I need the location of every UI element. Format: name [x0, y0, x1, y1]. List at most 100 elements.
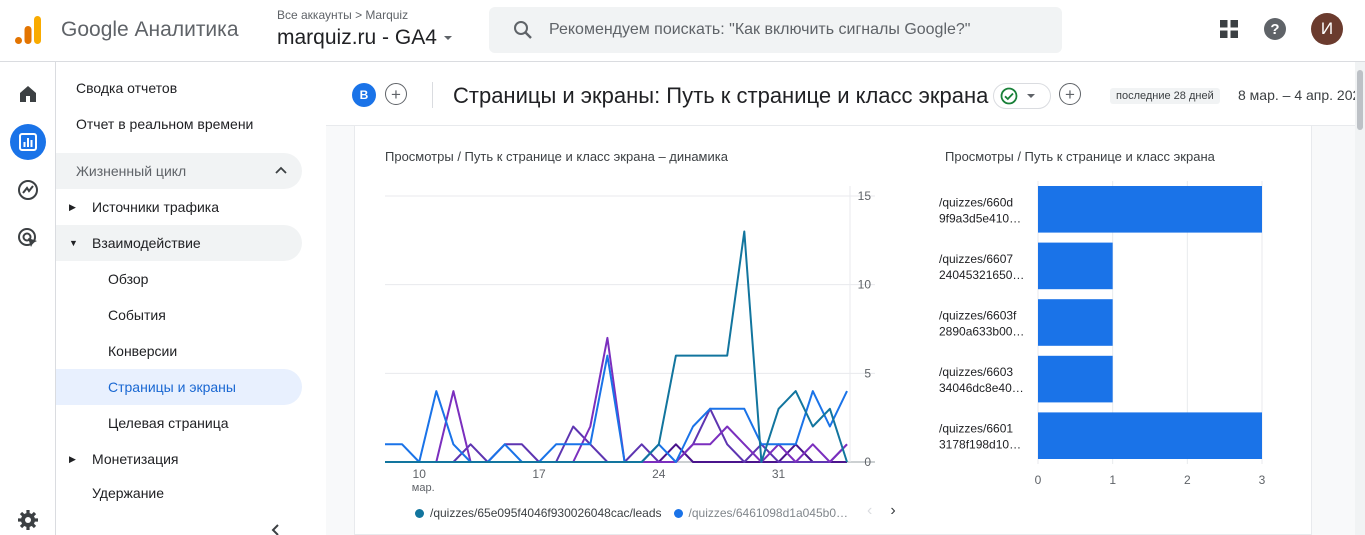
- series-line-1[interactable]: [385, 354, 848, 463]
- nav-label: Взаимодействие: [92, 235, 201, 251]
- report-header: B + Страницы и экраны: Путь к странице и…: [326, 62, 1365, 126]
- charts-card: Просмотры / Путь к странице и класс экра…: [354, 126, 1312, 535]
- y-tick-label: 5: [864, 366, 871, 380]
- bar[interactable]: [1038, 242, 1113, 290]
- series-line-4[interactable]: [385, 443, 847, 463]
- comparison-badge[interactable]: B: [352, 83, 376, 107]
- bar-chart-title: Просмотры / Путь к странице и класс экра…: [945, 149, 1215, 164]
- legend-item[interactable]: /quizzes/6461098d1a045b0…: [673, 506, 848, 520]
- series-line-0[interactable]: [385, 230, 848, 463]
- y-tick-label: 15: [858, 189, 872, 203]
- left-rail: [0, 62, 56, 535]
- series-line-2[interactable]: [385, 336, 848, 463]
- nav-summary[interactable]: Сводка отчетов: [76, 80, 178, 96]
- page-scrollbar[interactable]: [1355, 62, 1365, 535]
- svg-text:?: ?: [1270, 21, 1279, 38]
- legend-next-icon[interactable]: ›: [890, 502, 896, 519]
- nav-events[interactable]: События: [108, 307, 166, 323]
- top-actions: ? И: [1219, 13, 1343, 45]
- bar[interactable]: [1038, 355, 1113, 403]
- avatar[interactable]: И: [1311, 13, 1343, 45]
- explore-button[interactable]: [10, 172, 46, 208]
- top-bar: Google Аналитика Все аккаунты > Marquiz …: [0, 0, 1365, 62]
- nav-engagement[interactable]: ▼ Взаимодействие: [56, 225, 302, 261]
- caret-down-icon: [1027, 94, 1035, 98]
- nav-landing-page[interactable]: Целевая страница: [108, 415, 229, 431]
- home-button[interactable]: [10, 76, 46, 112]
- account-breadcrumb[interactable]: Все аккаунты > Marquiz: [277, 8, 409, 22]
- page-title: Страницы и экраны: Путь к странице и кла…: [453, 83, 989, 108]
- report-status-dropdown[interactable]: [993, 83, 1051, 109]
- nav-acquisition[interactable]: ▶ Источники трафика: [56, 189, 302, 225]
- y-tick-label: 0: [864, 455, 871, 469]
- y-tick-label: 10: [858, 278, 872, 292]
- advertising-button[interactable]: [10, 220, 46, 256]
- caret-down-icon: ▼: [69, 238, 78, 248]
- property-selector[interactable]: marquiz.ru - GA4: [277, 26, 455, 50]
- date-range[interactable]: 8 мар. – 4 апр. 2024: [1238, 87, 1365, 103]
- nav-realtime[interactable]: Отчет в реальном времени: [76, 116, 254, 132]
- legend-prev-icon[interactable]: ‹: [867, 502, 873, 519]
- reports-icon: [19, 133, 37, 151]
- chevron-up-icon: [275, 166, 287, 174]
- category-label: /quizzes/6601 3178f198d10…: [939, 422, 1021, 452]
- legend-dot: [415, 508, 424, 518]
- scrollbar-thumb[interactable]: [1357, 70, 1363, 130]
- check-circle-icon: [1000, 87, 1018, 105]
- legend-label: /quizzes/65e095f4046f930026048cac/leads: [430, 506, 662, 520]
- bar[interactable]: [1038, 299, 1113, 346]
- settings-button[interactable]: [10, 502, 46, 535]
- apps-grid-icon[interactable]: [1219, 19, 1239, 39]
- advertising-icon: [18, 228, 37, 247]
- category-label: /quizzes/6607 24045321650…: [939, 252, 1024, 282]
- x-tick-label: 2: [1184, 473, 1191, 487]
- nav-retention[interactable]: Удержание: [56, 477, 302, 501]
- search-bar[interactable]: Рекомендуем поискать: "Как включить сигн…: [489, 7, 1062, 53]
- x-tick-label-month: мар.: [412, 482, 435, 494]
- home-icon: [20, 86, 36, 102]
- nav-label: Источники трафика: [92, 199, 220, 215]
- bar[interactable]: [1038, 186, 1262, 233]
- series-line-3[interactable]: [385, 407, 848, 463]
- reports-button[interactable]: [10, 124, 46, 160]
- date-preset-label[interactable]: последние 28 дней: [1110, 88, 1220, 104]
- add-report-button[interactable]: +: [1059, 83, 1081, 105]
- help-icon[interactable]: ?: [1263, 17, 1287, 41]
- product-name: Google Аналитика: [61, 18, 239, 41]
- line-chart-legend: /quizzes/65e095f4046f930026048cac/leads …: [415, 506, 848, 520]
- property-name: marquiz.ru - GA4: [277, 26, 437, 49]
- add-comparison-button[interactable]: +: [385, 83, 407, 105]
- bar-chart: 0 1 2 3/quizzes/660d 9f9a3d5e410… /quizzes/66…: [939, 181, 1266, 487]
- legend-pager: ‹ ›: [867, 502, 896, 520]
- nav-monetization[interactable]: ▶ Монетизация: [56, 441, 302, 477]
- category-label: /quizzes/6603 34046dc8e40…: [939, 365, 1024, 395]
- nav-label: Удержание: [92, 485, 165, 501]
- main-content: B + Страницы и экраны: Путь к странице и…: [326, 62, 1365, 535]
- x-tick-label: 24: [652, 467, 666, 481]
- legend-item[interactable]: /quizzes/65e095f4046f930026048cac/leads: [415, 506, 662, 520]
- nav-overview[interactable]: Обзор: [108, 271, 149, 287]
- line-chart-gridlines: [385, 195, 875, 463]
- category-label: /quizzes/660d 9f9a3d5e410…: [939, 195, 1021, 225]
- legend-dot: [673, 508, 683, 518]
- nav-section-label: Жизненный цикл: [76, 163, 187, 179]
- line-chart-title: Просмотры / Путь к странице и класс экра…: [385, 149, 728, 164]
- search-icon: [514, 21, 532, 39]
- x-tick-label: 10: [413, 467, 427, 481]
- nav-pages-and-screens[interactable]: Страницы и экраны: [56, 369, 302, 405]
- category-label: /quizzes/6603f 2890a633b00…: [939, 309, 1024, 339]
- nav-conversions[interactable]: Конверсии: [108, 343, 178, 359]
- nav-section-lifecycle[interactable]: Жизненный цикл: [56, 153, 302, 189]
- bar[interactable]: [1038, 412, 1262, 459]
- analytics-logo-icon[interactable]: [14, 14, 42, 46]
- collapse-nav-icon[interactable]: [269, 524, 283, 535]
- caret-right-icon: ▶: [69, 201, 76, 212]
- report-nav: Сводка отчетов Отчет в реальном времени …: [56, 62, 326, 535]
- divider: [432, 82, 433, 108]
- search-placeholder: Рекомендуем поискать: "Как включить сигн…: [549, 21, 971, 38]
- caret-right-icon: ▶: [69, 453, 76, 464]
- x-tick-label: 3: [1259, 473, 1266, 487]
- x-tick-label: 1: [1109, 473, 1116, 487]
- x-tick-label: 31: [772, 467, 786, 481]
